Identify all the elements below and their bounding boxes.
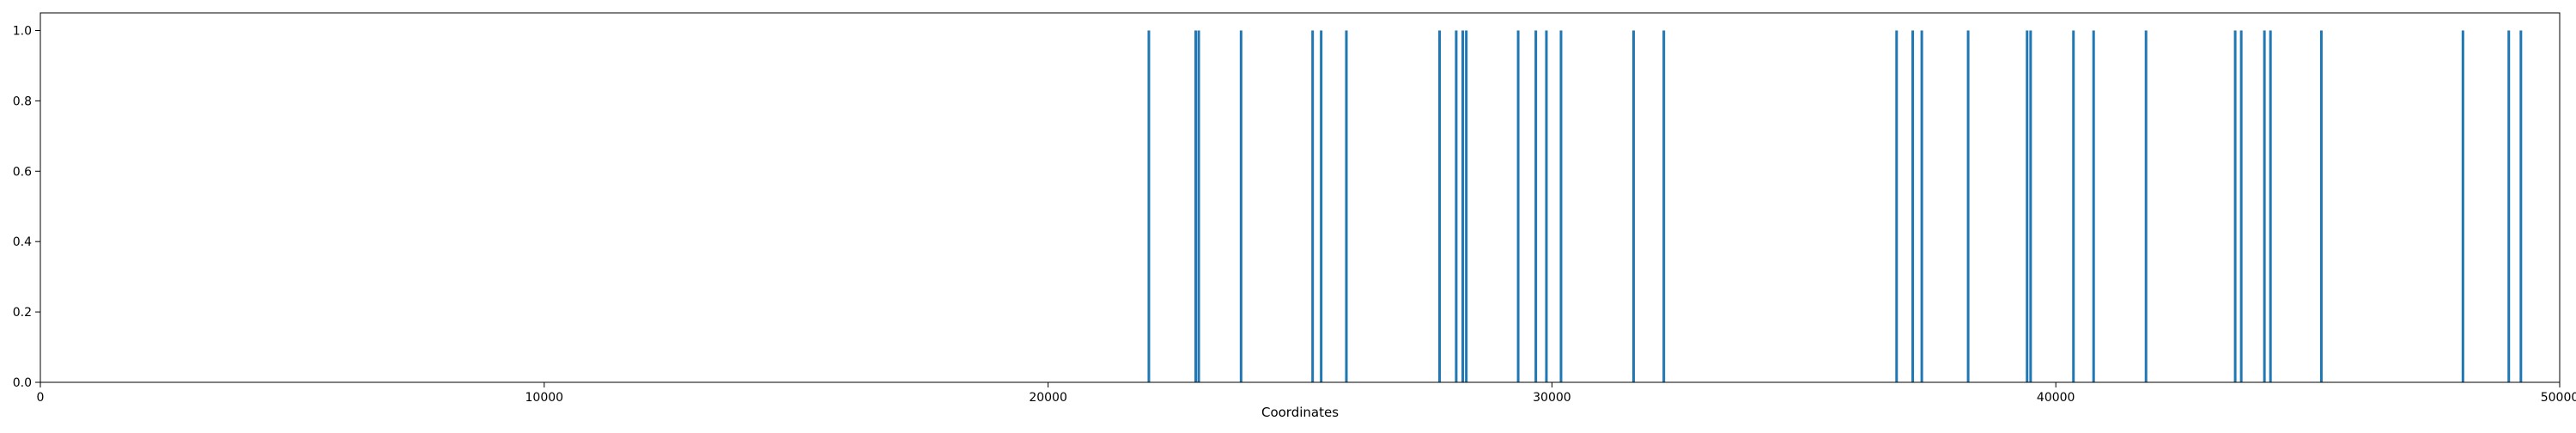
bar — [2092, 30, 2095, 382]
y-axis-ticks: 0.0 0.2 0.4 0.6 0.8 1.0 — [13, 24, 40, 390]
y-tick-label: 0.8 — [13, 95, 32, 108]
plot-frame — [39, 12, 2561, 383]
bar — [1461, 30, 1465, 382]
x-axis-label: Coordinates — [1261, 405, 1339, 420]
bar — [2319, 30, 2323, 382]
bar — [2029, 30, 2032, 382]
bar — [1516, 30, 1520, 382]
bar — [1311, 30, 1315, 382]
bar — [1920, 30, 1923, 382]
bar-series — [1147, 30, 2523, 382]
bar — [1465, 30, 1468, 382]
bar — [1197, 30, 1200, 382]
bar — [2269, 30, 2272, 382]
y-tick-label: 0.4 — [13, 235, 32, 249]
x-tick-label: 0 — [37, 391, 45, 405]
bar — [1239, 30, 1242, 382]
bar — [2233, 30, 2237, 382]
y-tick-label: 0.6 — [13, 165, 32, 179]
bar — [2461, 30, 2464, 382]
y-tick-label: 0.2 — [13, 306, 32, 320]
bar — [1662, 30, 1666, 382]
bar — [1345, 30, 1348, 382]
bar — [2144, 30, 2148, 382]
x-tick-label: 10000 — [526, 391, 564, 405]
x-tick-label: 20000 — [1029, 391, 1067, 405]
bar — [2263, 30, 2266, 382]
x-tick-label: 30000 — [1533, 391, 1571, 405]
x-tick-label: 40000 — [2037, 391, 2075, 405]
bar — [2026, 30, 2029, 382]
y-tick-label: 1.0 — [13, 24, 32, 38]
y-tick-label: 0.0 — [13, 376, 32, 390]
bar — [1147, 30, 1151, 382]
bar — [1438, 30, 1442, 382]
bar — [1895, 30, 1899, 382]
x-tick-label: 50000 — [2541, 391, 2576, 405]
bar — [1911, 30, 1915, 382]
bar — [2239, 30, 2243, 382]
bar — [2507, 30, 2511, 382]
bar — [2072, 30, 2075, 382]
bar — [1320, 30, 1323, 382]
bar — [1631, 30, 1635, 382]
bar — [1194, 30, 1198, 382]
bar — [1545, 30, 1548, 382]
bar — [1966, 30, 1970, 382]
bar — [1534, 30, 1538, 382]
bar — [1455, 30, 1458, 382]
x-axis-ticks: 0 10000 20000 30000 40000 50000 — [37, 382, 2576, 405]
bar — [2519, 30, 2523, 382]
bar — [1559, 30, 1563, 382]
